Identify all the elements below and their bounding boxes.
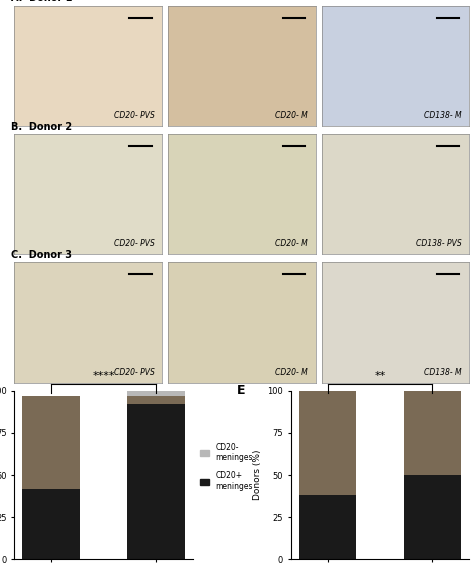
Bar	[22, 396, 80, 489]
Text: CD138- PVS: CD138- PVS	[416, 240, 462, 249]
Text: ****: ****	[92, 371, 115, 381]
Bar	[127, 396, 184, 404]
Text: E: E	[237, 384, 246, 397]
Bar	[299, 496, 356, 559]
Text: **: **	[374, 371, 386, 381]
Text: CD20- PVS: CD20- PVS	[114, 111, 155, 120]
Text: CD138- M: CD138- M	[424, 368, 462, 377]
Bar	[403, 475, 461, 559]
Y-axis label: Donors (%): Donors (%)	[253, 450, 262, 500]
Text: CD20- M: CD20- M	[275, 368, 308, 377]
Text: CD20- PVS: CD20- PVS	[114, 368, 155, 377]
Bar	[403, 391, 461, 475]
Text: CD20- M: CD20- M	[275, 111, 308, 120]
Legend: CD20-
meninges, CD20+
meninges: CD20- meninges, CD20+ meninges	[200, 442, 253, 490]
Bar	[127, 404, 184, 559]
Text: A.  Donor 1: A. Donor 1	[11, 0, 73, 3]
Text: CD20- PVS: CD20- PVS	[114, 240, 155, 249]
Text: CD138- M: CD138- M	[424, 111, 462, 120]
Text: C.  Donor 3: C. Donor 3	[11, 250, 72, 260]
Text: B.  Donor 2: B. Donor 2	[11, 121, 73, 132]
Bar	[127, 391, 184, 396]
Bar	[22, 489, 80, 559]
Bar	[299, 391, 356, 496]
Text: CD20- M: CD20- M	[275, 240, 308, 249]
